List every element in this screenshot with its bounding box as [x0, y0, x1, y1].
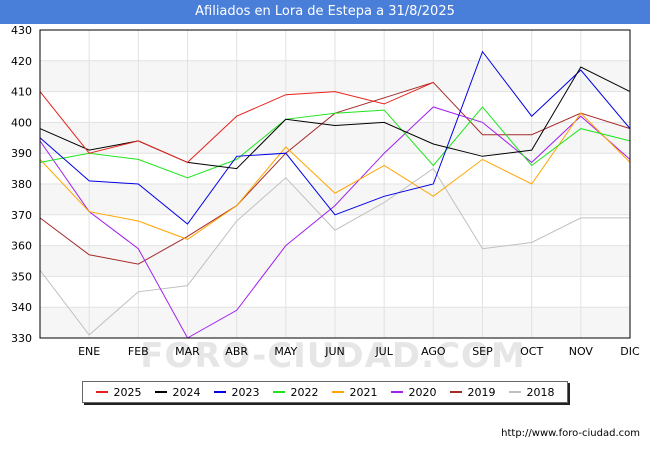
y-tick-label: 420: [11, 55, 32, 68]
legend-item-2019: 2019: [449, 385, 496, 399]
x-axis-ticks: ENE FEB MAR ABR MAY JUN JUL AGO SEP OCT NOV DIC: [78, 345, 640, 358]
series-line-2021: [39, 112, 631, 240]
series-line-2020: [39, 106, 631, 339]
x-tick-label: OCT: [520, 345, 543, 358]
series-lines: [39, 50, 631, 339]
legend-swatch: [449, 391, 462, 393]
y-tick-label: 350: [11, 270, 32, 283]
legend-item-2018: 2018: [508, 385, 555, 399]
y-tick-label: 410: [11, 86, 32, 99]
legend-swatch: [272, 391, 285, 393]
legend-label: 2020: [408, 385, 437, 399]
legend-swatch: [213, 391, 226, 393]
legend-label: 2022: [290, 385, 319, 399]
x-tick-label: AGO: [421, 345, 446, 358]
legend-item-2022: 2022: [272, 385, 319, 399]
legend: 2025 2024 2023 2022 2021 2020 2019 2018: [82, 381, 568, 403]
legend-swatch: [508, 391, 521, 393]
y-tick-label: 330: [11, 332, 32, 345]
legend-label: 2023: [231, 385, 260, 399]
chart-title: Afiliados en Lora de Estepa a 31/8/2025: [0, 0, 650, 24]
x-tick-label: JUN: [324, 345, 345, 358]
legend-swatch: [95, 391, 108, 393]
legend-item-2023: 2023: [213, 385, 260, 399]
source-url: http://www.foro-ciudad.com: [501, 428, 640, 439]
legend-label: 2018: [526, 385, 555, 399]
legend-label: 2025: [113, 385, 142, 399]
series-line-2018: [39, 167, 630, 336]
legend-label: 2021: [349, 385, 378, 399]
legend-item-2024: 2024: [154, 385, 201, 399]
y-tick-label: 340: [11, 301, 32, 314]
legend-label: 2024: [172, 385, 201, 399]
series-line-2023: [39, 50, 631, 225]
y-tick-label: 390: [11, 147, 32, 160]
y-tick-label: 400: [11, 116, 32, 129]
legend-item-2020: 2020: [390, 385, 437, 399]
x-tick-label: DIC: [620, 345, 640, 358]
x-tick-label: JUL: [374, 345, 393, 358]
plot-frame: [39, 29, 631, 339]
x-tick-label: SEP: [472, 345, 493, 358]
legend-item-2021: 2021: [331, 385, 378, 399]
series-line-2022: [39, 106, 631, 179]
series-line-2025: [39, 81, 434, 163]
x-tick-label: MAY: [274, 345, 297, 358]
legend-label: 2019: [467, 385, 496, 399]
x-tick-label: MAR: [175, 345, 200, 358]
y-tick-label: 370: [11, 209, 32, 222]
y-tick-label: 360: [11, 240, 32, 253]
x-tick-label: ENE: [78, 345, 100, 358]
legend-swatch: [154, 391, 167, 393]
x-tick-label: FEB: [128, 345, 149, 358]
legend-swatch: [390, 391, 403, 393]
y-tick-label: 430: [11, 24, 32, 37]
x-tick-label: NOV: [569, 345, 594, 358]
y-axis-ticks: 330 340 350 360 370 380 390 400 410 420 430: [11, 24, 32, 345]
y-tick-label: 380: [11, 178, 32, 191]
legend-swatch: [331, 391, 344, 393]
watermark: FORO-CIUDAD.COM: [140, 336, 526, 376]
x-tick-label: ABR: [225, 345, 248, 358]
legend-item-2025: 2025: [95, 385, 142, 399]
